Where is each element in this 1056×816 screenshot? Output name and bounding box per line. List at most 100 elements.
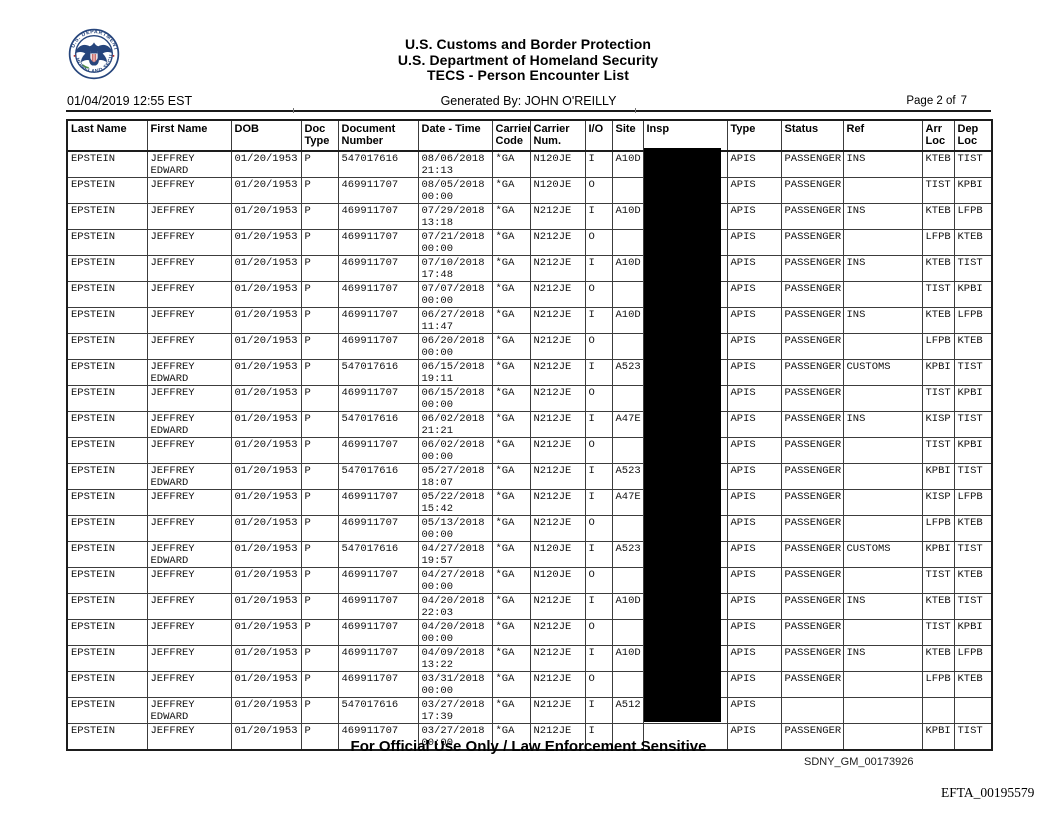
table-cell: KTEB <box>921 150 955 178</box>
table-cell: JEFFREY <box>146 671 232 698</box>
table-cell: P <box>300 593 339 620</box>
table-cell: 01/20/1953 <box>230 203 302 230</box>
table-cell: 05/22/2018 15:42 <box>417 489 493 516</box>
table-cell: O <box>584 281 613 308</box>
table-cell: KTEB <box>953 515 993 542</box>
table-cell: 469911707 <box>337 333 419 360</box>
table-cell: APIS <box>726 359 782 386</box>
table-row: EPSTEIN JEFFREY 01/20/1953 P 469911707 07/07/… <box>66 281 993 308</box>
dhs-seal-logo: U.S. DEPARTMENT OF HOMELAND SECURITY <box>66 22 120 85</box>
table-cell <box>842 489 923 516</box>
table-cell: JEFFREY EDWARD <box>146 359 232 386</box>
table-cell: EPSTEIN <box>66 411 148 438</box>
table-cell: 01/20/1953 <box>230 281 302 308</box>
table-cell: JEFFREY <box>146 385 232 412</box>
table-cell: TIST <box>953 463 993 490</box>
table-cell: TIST <box>953 411 993 438</box>
table-cell: PASSENGER <box>780 541 844 568</box>
table-cell: A523 <box>611 359 644 386</box>
table-cell: JEFFREY <box>146 255 232 282</box>
table-cell: PASSENGER <box>780 515 844 542</box>
table-cell: 469911707 <box>337 567 419 594</box>
table-cell: P <box>300 515 339 542</box>
table-cell: 469911707 <box>337 723 419 751</box>
table-cell: 469911707 <box>337 437 419 464</box>
column-header: Last Name <box>66 119 148 152</box>
table-cell: LFPB <box>921 671 955 698</box>
table-cell: 01/20/1953 <box>230 255 302 282</box>
table-cell: EPSTEIN <box>66 333 148 360</box>
table-cell: PASSENGER <box>780 567 844 594</box>
table-cell: O <box>584 671 613 698</box>
table-cell: 04/20/2018 00:00 <box>417 619 493 646</box>
table-cell: KPBI <box>921 541 955 568</box>
table-cell: 01/20/1953 <box>230 150 302 178</box>
table-cell: I <box>584 150 613 178</box>
table-cell: TIST <box>953 723 993 751</box>
table-cell: PASSENGER <box>780 203 844 230</box>
table-cell: N212JE <box>529 411 586 438</box>
table-cell: KTEB <box>953 567 993 594</box>
table-cell <box>611 515 644 542</box>
table-cell: LFPB <box>921 333 955 360</box>
page-number: 7 <box>960 95 967 107</box>
table-cell: 06/15/2018 19:11 <box>417 359 493 386</box>
table-cell: P <box>300 541 339 568</box>
table-cell: 01/20/1953 <box>230 515 302 542</box>
table-cell <box>611 385 644 412</box>
table-cell: O <box>584 385 613 412</box>
table-cell: JEFFREY EDWARD <box>146 411 232 438</box>
report-title-block: U.S. Customs and Border Protection U.S. … <box>0 36 1056 84</box>
column-header: Site <box>611 119 644 152</box>
strip-divider-tick <box>635 108 636 113</box>
column-header: Status <box>780 119 844 152</box>
table-cell: JEFFREY <box>146 567 232 594</box>
dhs-seal-icon: U.S. DEPARTMENT OF HOMELAND SECURITY <box>66 22 120 80</box>
table-cell: EPSTEIN <box>66 619 148 646</box>
column-header: Dep Loc <box>953 119 993 152</box>
column-header: I/O <box>584 119 613 152</box>
bates-number: SDNY_GM_00173926 <box>804 756 914 768</box>
table-cell: PASSENGER <box>780 359 844 386</box>
table-row: EPSTEIN JEFFREY EDWARD 01/20/1953 P 54701761… <box>66 411 993 438</box>
table-cell: A47E <box>611 411 644 438</box>
table-cell <box>842 177 923 204</box>
table-cell: JEFFREY <box>146 203 232 230</box>
table-cell: PASSENGER <box>780 307 844 334</box>
table-cell: INS <box>842 203 923 230</box>
table-cell: 04/27/2018 00:00 <box>417 567 493 594</box>
table-cell: N120JE <box>529 177 586 204</box>
table-cell: N212JE <box>529 697 586 724</box>
table-row: EPSTEIN JEFFREY EDWARD 01/20/1953 P 54701761… <box>66 150 993 178</box>
table-cell: APIS <box>726 645 782 672</box>
table-cell: PASSENGER <box>780 177 844 204</box>
table-cell: 01/20/1953 <box>230 593 302 620</box>
table-cell: TIST <box>953 541 993 568</box>
table-cell: P <box>300 385 339 412</box>
table-cell: JEFFREY EDWARD <box>146 697 232 724</box>
table-cell: 08/06/2018 21:13 <box>417 150 493 178</box>
table-cell: INS <box>842 411 923 438</box>
table-cell: EPSTEIN <box>66 177 148 204</box>
table-cell: P <box>300 307 339 334</box>
table-cell: INS <box>842 593 923 620</box>
table-cell: EPSTEIN <box>66 437 148 464</box>
table-cell: 469911707 <box>337 489 419 516</box>
table-cell: A10D <box>611 150 644 178</box>
table-row: EPSTEIN JEFFREY 01/20/1953 P 469911707 06/20/… <box>66 333 993 360</box>
table-cell <box>842 229 923 256</box>
table-cell <box>611 281 644 308</box>
table-cell: JEFFREY EDWARD <box>146 150 232 178</box>
table-cell: EPSTEIN <box>66 567 148 594</box>
table-cell <box>611 229 644 256</box>
table-cell: 05/27/2018 18:07 <box>417 463 493 490</box>
table-cell: N212JE <box>529 671 586 698</box>
table-cell: *GA <box>491 463 531 490</box>
table-cell: I <box>584 697 613 724</box>
table-cell: *GA <box>491 489 531 516</box>
table-cell: O <box>584 177 613 204</box>
table-row: EPSTEIN JEFFREY 01/20/1953 P 469911707 04/20/… <box>66 593 993 620</box>
table-cell: P <box>300 567 339 594</box>
table-cell: KTEB <box>921 255 955 282</box>
table-cell: JEFFREY <box>146 333 232 360</box>
